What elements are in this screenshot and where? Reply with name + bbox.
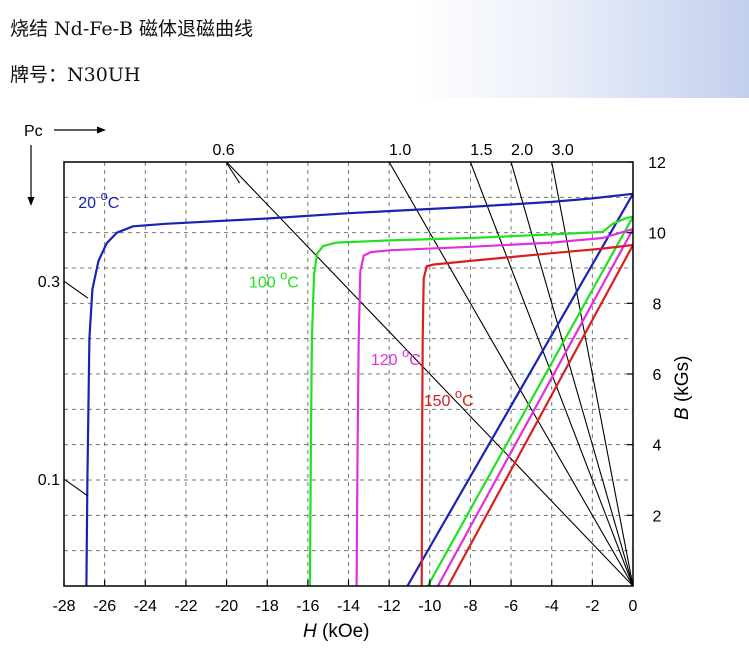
pc-left-tick-label: 0.1 <box>38 472 60 489</box>
pc-line-label: 1.0 <box>389 142 411 159</box>
pc-line-label: 0.6 <box>212 142 234 159</box>
y-tick-label: 12 <box>648 155 666 172</box>
pc-load-lines <box>226 162 633 586</box>
x-tick-label: -12 <box>378 598 401 615</box>
pc-label: Pc <box>24 123 43 140</box>
pc-line-label: 1.5 <box>470 142 492 159</box>
b-curve-150 <box>420 243 633 586</box>
x-tick-label: -6 <box>504 598 518 615</box>
x-tick-label: -20 <box>215 598 238 615</box>
x-axis-label: H (kOe) <box>303 621 370 642</box>
page-title: 烧结 Nd-Fe-B 磁体退磁曲线 <box>10 18 254 40</box>
x-tick-label: -22 <box>174 598 197 615</box>
series-label-100: 100 oC <box>249 267 299 291</box>
pc-left-tick-label: 0.3 <box>38 274 60 291</box>
x-tick-label: -24 <box>134 598 157 615</box>
y-tick-label: 2 <box>653 508 662 525</box>
pc-line <box>510 162 633 586</box>
pc-arrow-down-head <box>27 197 35 206</box>
pc-line <box>226 162 633 586</box>
y-tick-label: 10 <box>648 226 666 243</box>
series-label-20: 20 oC <box>78 188 119 212</box>
series-label-150: 150 oC <box>424 386 474 410</box>
x-tick-label: -28 <box>52 598 75 615</box>
j-line-120 <box>436 228 633 586</box>
x-tick-label: -18 <box>256 598 279 615</box>
x-tick-label: 0 <box>629 598 638 615</box>
x-tick-label: -8 <box>463 598 477 615</box>
y-tick-label: 4 <box>653 438 662 455</box>
x-axis-unit: (kOe) <box>317 621 370 642</box>
x-axis-symbol: H <box>303 621 317 642</box>
y-axis-label: B (kGs) <box>672 356 693 420</box>
tick-labels: -28 -26 -24 -22 -20 -18 -16 -14 -12 -10 -8 -6 -4 -2 02… <box>38 142 666 615</box>
pc-line <box>388 162 633 586</box>
axis-ticks <box>63 161 634 586</box>
pc-line <box>469 162 633 586</box>
pc-line-label: 2.0 <box>511 142 533 159</box>
y-tick-label: 8 <box>653 296 662 313</box>
y-tick-label: 6 <box>653 367 662 384</box>
x-tick-label: -2 <box>585 598 599 615</box>
j-line-150 <box>447 244 633 586</box>
b-curve-20 <box>85 192 633 586</box>
x-tick-label: -4 <box>545 598 559 615</box>
y-axis-unit: (kGs) <box>672 356 693 408</box>
pc-left-tick <box>63 280 89 299</box>
b-curve-120 <box>355 228 633 586</box>
j-line-100 <box>426 216 633 586</box>
pc-left-tick <box>63 478 89 497</box>
series-label-120: 120 oC <box>371 345 421 369</box>
pc-arrow-right-head <box>97 126 106 134</box>
pc-tick-mark <box>226 162 241 184</box>
y-axis-symbol: B <box>672 407 693 420</box>
x-tick-label: -10 <box>418 598 441 615</box>
series-curves <box>85 192 633 586</box>
slide-header: 烧结 Nd-Fe-B 磁体退磁曲线 牌号：N30UH <box>0 0 749 98</box>
grade-value: N30UH <box>67 64 141 86</box>
j-line-20 <box>406 193 633 586</box>
pc-indicator: Pc <box>24 123 106 206</box>
x-tick-label: -14 <box>337 598 360 615</box>
x-tick-label: -16 <box>296 598 319 615</box>
x-tick-label: -26 <box>93 598 116 615</box>
b-curve-100 <box>308 215 633 586</box>
grade-label: 牌号： <box>10 64 68 86</box>
grade-line: 牌号：N30UH <box>10 60 140 87</box>
pc-line-label: 3.0 <box>552 142 574 159</box>
